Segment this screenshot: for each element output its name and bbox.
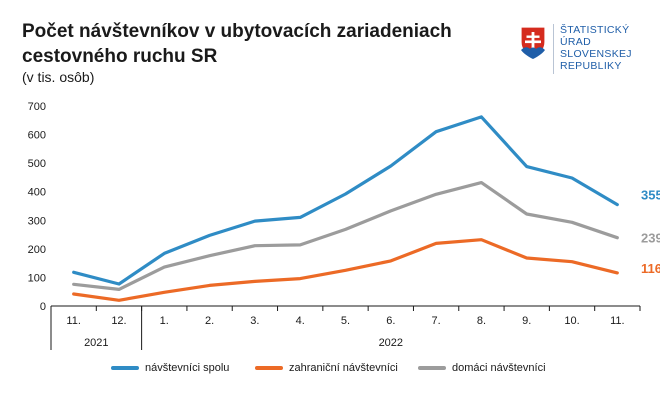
x-tick-label: 3. [250, 315, 259, 327]
statistical-office-logo: ŠTATISTICKÝ ÚRAD SLOVENSKEJ REPUBLIKY [520, 22, 650, 82]
series-line-2 [72, 181, 619, 291]
legend-item-foreign: zahraniční návštevníci [255, 362, 398, 374]
y-tick-label: 600 [28, 130, 46, 142]
y-tick-label: 100 [28, 272, 46, 284]
y-tick-label: 500 [28, 158, 46, 170]
x-tick-label: 2. [205, 315, 214, 327]
x-tick-label: 9. [522, 315, 531, 327]
y-tick-label: 300 [28, 215, 46, 227]
y-tick-label: 200 [28, 244, 46, 256]
series-line-1 [72, 238, 619, 302]
y-tick-label: 0 [40, 301, 46, 313]
logo-line: ŠTATISTICKÝ [560, 24, 630, 36]
chart-subtitle: (v tis. osôb) [22, 69, 95, 85]
x-tick-label: 5. [341, 315, 350, 327]
series-line-0 [72, 115, 619, 286]
logo-text: ŠTATISTICKÝ ÚRAD SLOVENSKEJ REPUBLIKY [560, 24, 632, 72]
y-tick-label: 400 [28, 187, 46, 199]
y-tick-label: 700 [28, 101, 46, 113]
legend-item-domestic: domáci návštevníci [418, 362, 546, 374]
chart-legend: návštevníci spolu zahraniční návštevníci… [0, 362, 660, 378]
x-tick-label: 4. [296, 315, 305, 327]
end-value-label: 116 [641, 261, 660, 276]
logo-line: ÚRAD [560, 36, 591, 48]
legend-label-domestic: domáci návštevníci [452, 362, 546, 374]
end-value-label: 239 [641, 231, 660, 246]
legend-swatch-total [111, 366, 139, 370]
x-tick-label: 7. [432, 315, 441, 327]
logo-line: REPUBLIKY [560, 60, 622, 72]
x-tick-label: 6. [386, 315, 395, 327]
legend-item-total: návštevníci spolu [111, 362, 229, 374]
year-label: 2022 [379, 337, 403, 349]
line-chart: 0 100 200 300 400 500 600 700 11. 12. 1. 2. 3. 4. 5. 6.… [28, 101, 660, 350]
legend-label-foreign: zahraniční návštevníci [289, 362, 398, 374]
chart-title: Počet návštevníkov v ubytovacích zariade… [22, 21, 452, 67]
legend-swatch-domestic [418, 366, 446, 370]
x-tick-label: 1. [160, 315, 169, 327]
x-tick-label: 11. [66, 315, 80, 327]
logo-line: SLOVENSKEJ [560, 48, 632, 60]
slovak-coat-of-arms-icon [520, 26, 546, 60]
legend-label-total: návštevníci spolu [145, 362, 230, 374]
end-value-label: 355 [641, 188, 660, 203]
year-label: 2021 [84, 337, 108, 349]
x-tick-label: 8. [477, 315, 486, 327]
legend-swatch-foreign [255, 366, 283, 370]
x-tick-label: 12. [111, 315, 126, 327]
x-tick-label: 10. [564, 315, 579, 327]
x-tick-label: 11. [610, 315, 624, 327]
